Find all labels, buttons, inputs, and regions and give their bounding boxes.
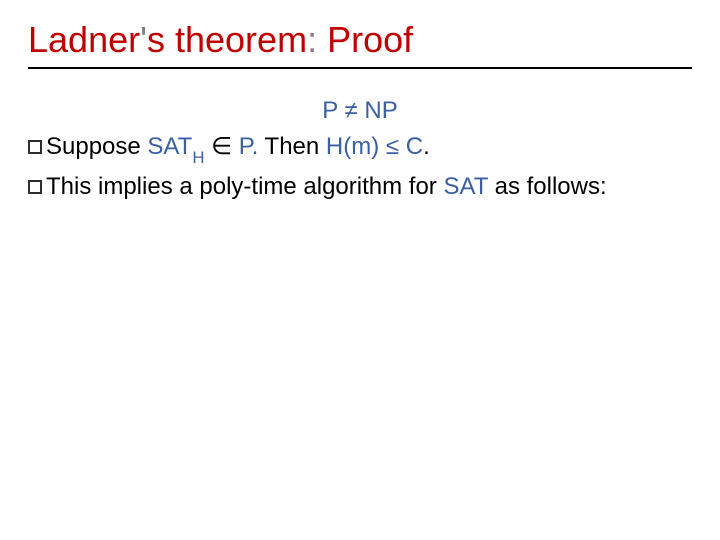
title-word-3: Proof (327, 19, 413, 60)
checkbox-icon (28, 180, 42, 194)
checkbox-icon (28, 140, 42, 154)
assumption-line: P ≠ NP (28, 97, 692, 125)
bullet-1-dot: . (423, 133, 430, 160)
bullet-2: This implies a poly-time algorithm for S… (28, 171, 692, 203)
bullet-1-Hm: H(m) ≤ C (326, 133, 423, 160)
bullet-1-in: ∈ (204, 133, 238, 160)
bullet-1: Suppose SATH ∈ P. Then H(m) ≤ C. (28, 131, 692, 166)
title-word-2: s theorem (147, 19, 307, 60)
bullet-2-a: This implies a poly-time algorithm for (46, 173, 443, 200)
title-apostrophe: ' (140, 19, 147, 60)
bullet-1-sat: SAT (147, 133, 192, 160)
page-title: Ladner's theorem: Proof (28, 18, 692, 69)
bullet-1-P: P. (239, 133, 265, 160)
title-colon: : (307, 19, 327, 60)
bullet-1-sub: H (192, 148, 204, 167)
bullet-1-pre: Suppose (46, 133, 147, 160)
slide: Ladner's theorem: Proof P ≠ NP Suppose S… (0, 0, 720, 540)
bullet-2-sat: SAT (443, 173, 487, 200)
title-word-1: Ladner (28, 19, 140, 60)
bullet-list: Suppose SATH ∈ P. Then H(m) ≤ C. This im… (28, 131, 692, 203)
bullet-1-then: Then (265, 133, 326, 160)
bullet-2-c: as follows: (488, 173, 607, 200)
assumption-text: P ≠ NP (322, 97, 397, 124)
